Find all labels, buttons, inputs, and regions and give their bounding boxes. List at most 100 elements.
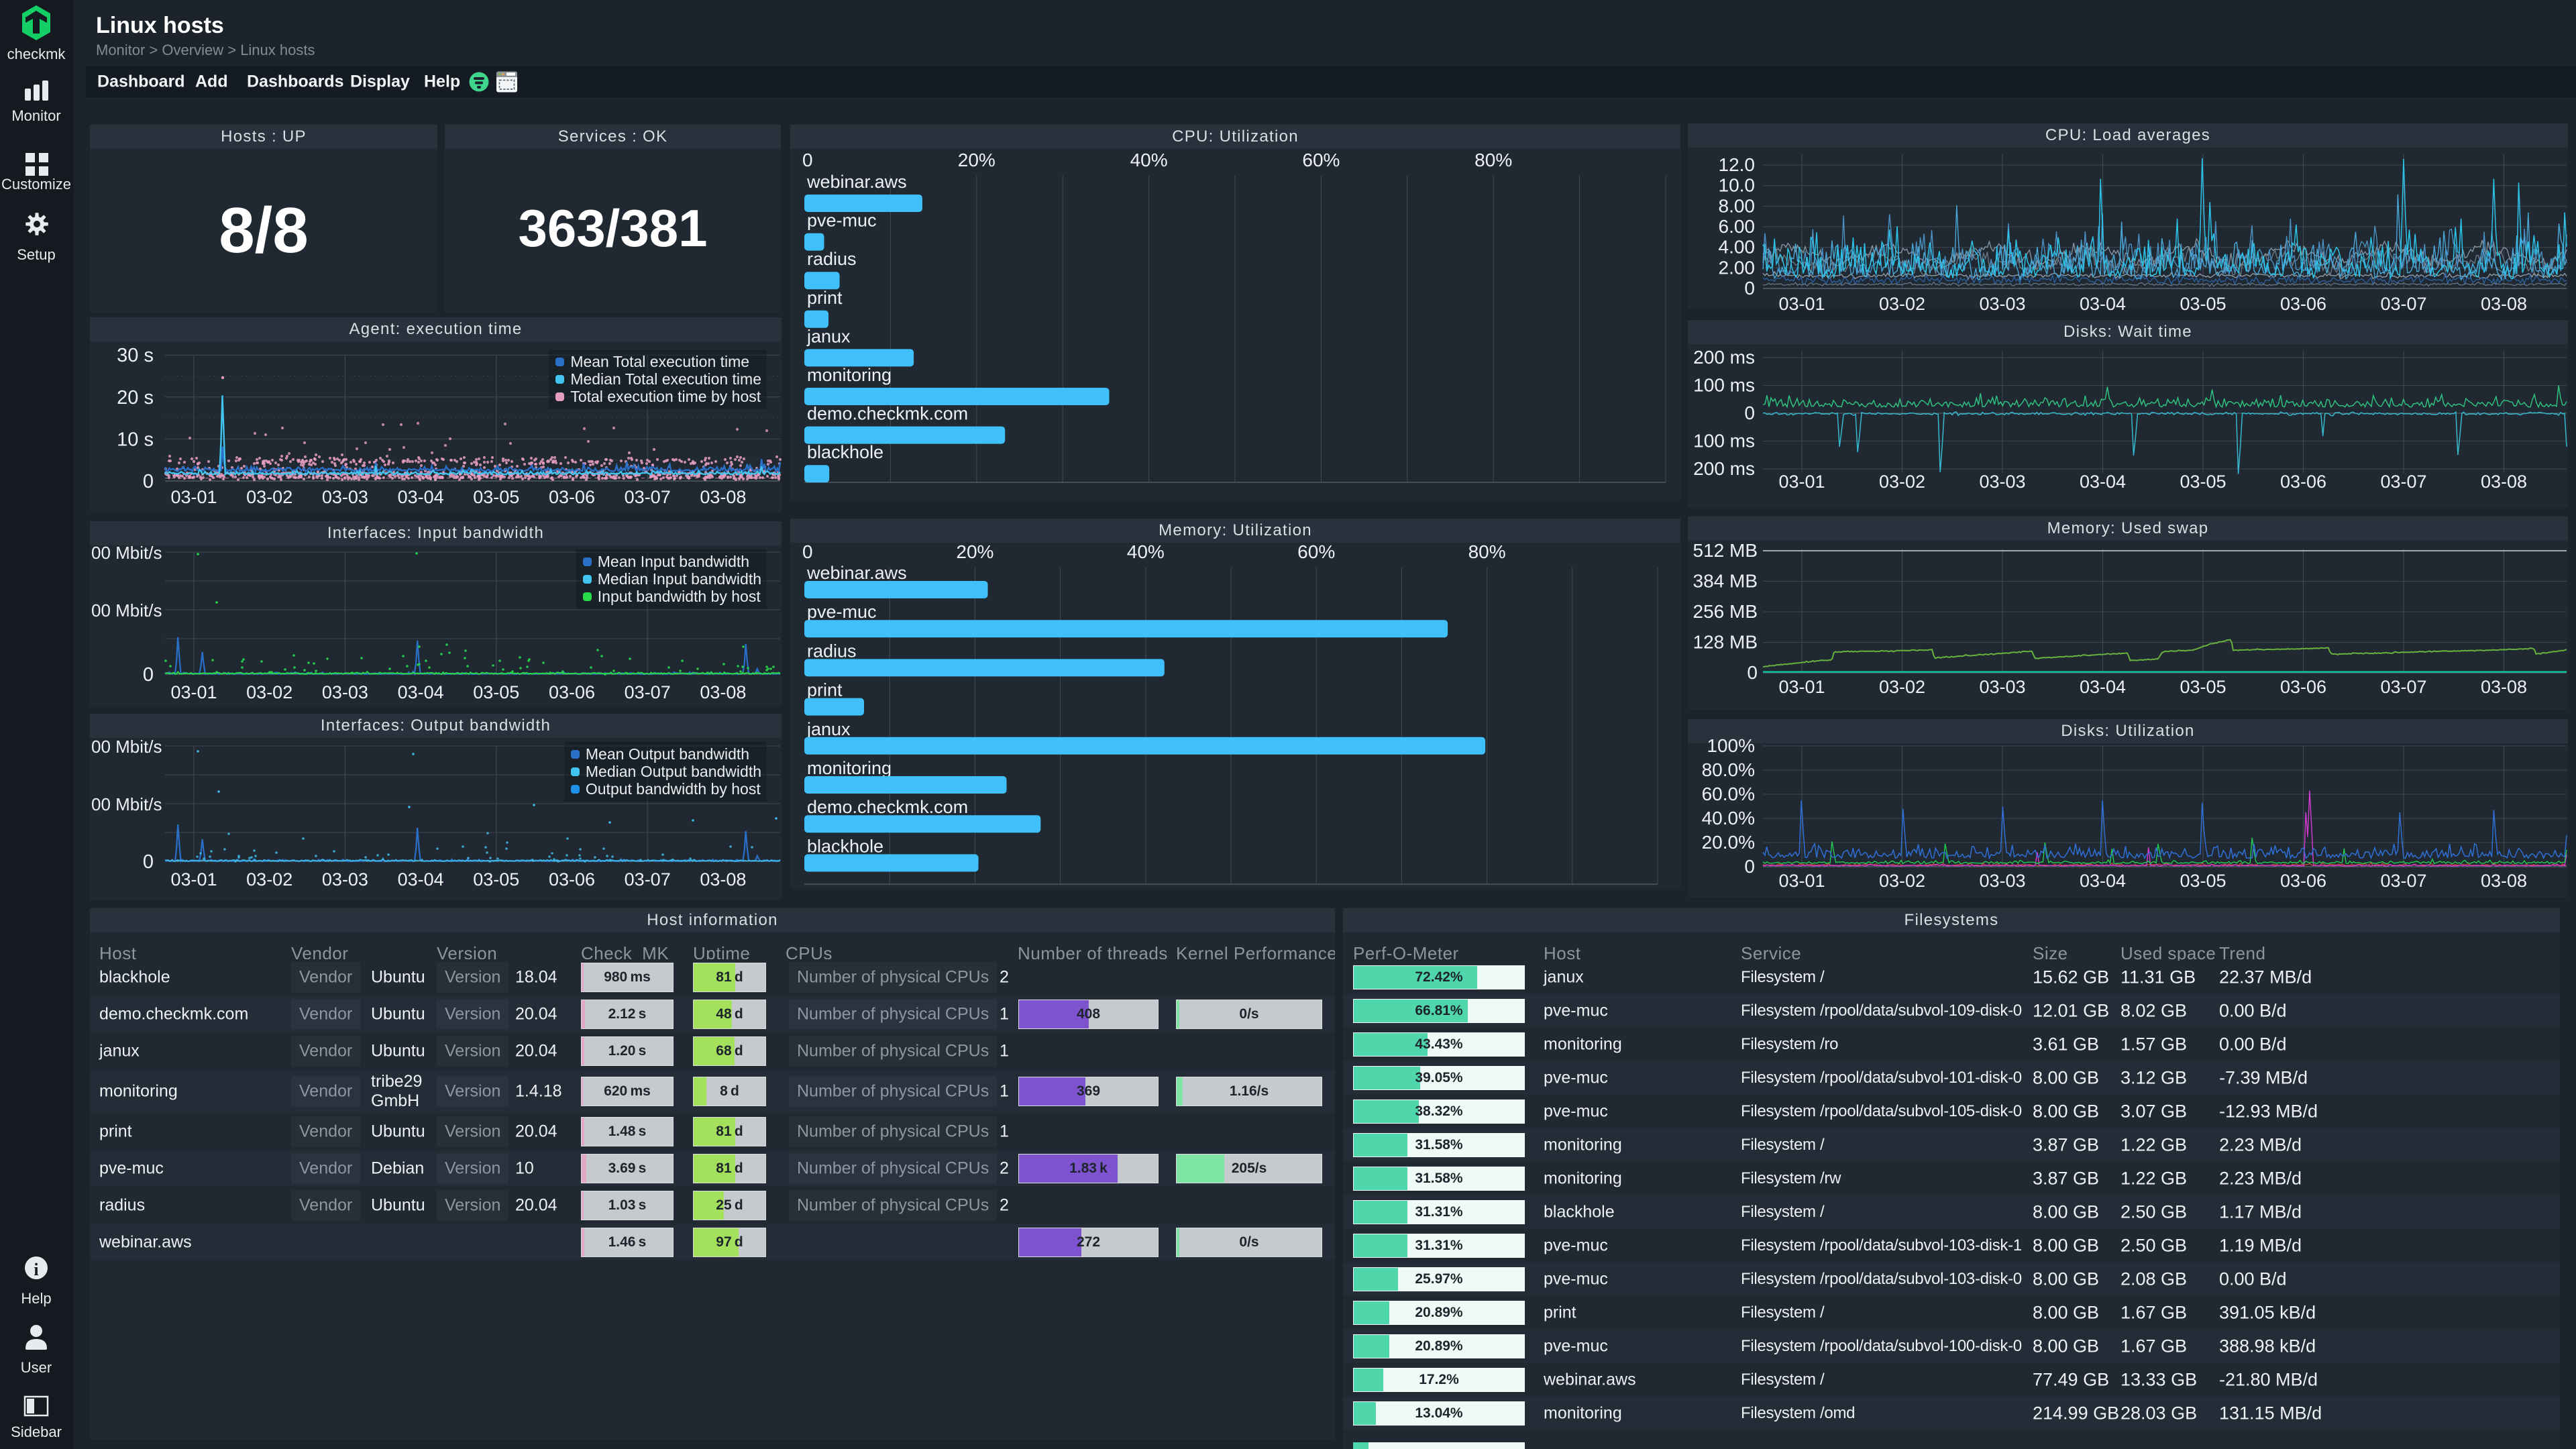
svg-text:webinar.aws: webinar.aws bbox=[806, 172, 907, 192]
svg-text:60.0%: 60.0% bbox=[1702, 784, 1755, 804]
svg-text:200 ms: 200 ms bbox=[1693, 347, 1755, 368]
svg-text:03-02: 03-02 bbox=[1879, 472, 1925, 492]
svg-text:03-05: 03-05 bbox=[473, 682, 519, 702]
svg-text:03-01: 03-01 bbox=[1778, 871, 1825, 891]
svg-text:User: User bbox=[21, 1359, 52, 1376]
svg-text:0: 0 bbox=[802, 150, 813, 170]
svg-text:03-03: 03-03 bbox=[322, 682, 368, 702]
svg-text:80.0%: 80.0% bbox=[1702, 759, 1755, 780]
svg-text:20.0%: 20.0% bbox=[1702, 832, 1755, 853]
svg-text:radius: radius bbox=[807, 249, 857, 269]
svg-text:30 s: 30 s bbox=[117, 345, 154, 366]
svg-text:Setup: Setup bbox=[17, 246, 56, 263]
svg-text:03-06: 03-06 bbox=[2280, 472, 2326, 492]
svg-text:webinar.aws: webinar.aws bbox=[806, 563, 907, 583]
svg-text:demo.checkmk.com: demo.checkmk.com bbox=[807, 404, 968, 424]
svg-text:03-07: 03-07 bbox=[625, 682, 671, 702]
svg-text:0: 0 bbox=[1744, 402, 1755, 423]
svg-text:03-02: 03-02 bbox=[1879, 294, 1925, 314]
svg-text:03-04: 03-04 bbox=[2080, 472, 2126, 492]
svg-text:2.00: 2.00 bbox=[1719, 257, 1756, 278]
svg-text:03-01: 03-01 bbox=[170, 869, 217, 890]
svg-text:00 Mbit/s: 00 Mbit/s bbox=[91, 794, 162, 814]
svg-text:monitoring: monitoring bbox=[807, 758, 892, 778]
svg-text:384 MB: 384 MB bbox=[1693, 571, 1758, 592]
svg-text:Customize: Customize bbox=[1, 176, 71, 193]
svg-text:03-06: 03-06 bbox=[2280, 871, 2326, 891]
svg-text:demo.checkmk.com: demo.checkmk.com bbox=[807, 797, 968, 817]
svg-text:03-07: 03-07 bbox=[2380, 472, 2426, 492]
svg-text:03-05: 03-05 bbox=[2180, 871, 2226, 891]
svg-text:8.00: 8.00 bbox=[1719, 195, 1756, 216]
svg-text:00 Mbit/s: 00 Mbit/s bbox=[91, 737, 162, 757]
svg-text:80%: 80% bbox=[1468, 541, 1506, 562]
svg-text:03-02: 03-02 bbox=[1879, 871, 1925, 891]
svg-text:03-06: 03-06 bbox=[2280, 677, 2326, 697]
svg-text:print: print bbox=[807, 288, 843, 308]
svg-text:pve-muc: pve-muc bbox=[807, 602, 877, 622]
svg-text:03-07: 03-07 bbox=[625, 869, 671, 890]
svg-text:00 Mbit/s: 00 Mbit/s bbox=[91, 600, 162, 621]
svg-text:20%: 20% bbox=[958, 150, 996, 170]
svg-text:20%: 20% bbox=[956, 541, 994, 562]
svg-text:03-04: 03-04 bbox=[2080, 871, 2126, 891]
svg-text:20 s: 20 s bbox=[117, 387, 154, 409]
svg-text:blackhole: blackhole bbox=[807, 836, 883, 856]
svg-text:128 MB: 128 MB bbox=[1693, 632, 1758, 653]
svg-text:janux: janux bbox=[806, 719, 851, 739]
svg-text:256 MB: 256 MB bbox=[1693, 601, 1758, 622]
svg-text:0: 0 bbox=[143, 851, 154, 873]
svg-text:100 ms: 100 ms bbox=[1693, 375, 1755, 396]
svg-text:03-08: 03-08 bbox=[2481, 472, 2527, 492]
svg-text:03-08: 03-08 bbox=[2481, 294, 2527, 314]
svg-text:Monitor: Monitor bbox=[11, 107, 60, 124]
svg-text:03-01: 03-01 bbox=[1778, 472, 1825, 492]
svg-text:0: 0 bbox=[143, 664, 154, 686]
svg-text:pve-muc: pve-muc bbox=[807, 211, 877, 231]
svg-text:03-03: 03-03 bbox=[1979, 677, 2025, 697]
svg-text:03-03: 03-03 bbox=[322, 487, 368, 507]
svg-text:03-06: 03-06 bbox=[2280, 294, 2326, 314]
svg-text:03-08: 03-08 bbox=[700, 487, 746, 507]
svg-text:03-01: 03-01 bbox=[1778, 677, 1825, 697]
svg-text:blackhole: blackhole bbox=[807, 442, 883, 462]
svg-text:03-07: 03-07 bbox=[2380, 677, 2426, 697]
svg-text:0: 0 bbox=[802, 541, 813, 562]
svg-text:03-07: 03-07 bbox=[2380, 871, 2426, 891]
svg-text:10.0: 10.0 bbox=[1719, 175, 1756, 196]
svg-text:03-07: 03-07 bbox=[2380, 294, 2426, 314]
svg-text:0: 0 bbox=[1744, 278, 1755, 299]
svg-text:200 ms: 200 ms bbox=[1693, 458, 1755, 479]
svg-text:Sidebar: Sidebar bbox=[11, 1424, 62, 1440]
svg-text:checkmk: checkmk bbox=[7, 46, 66, 62]
svg-text:512 MB: 512 MB bbox=[1693, 540, 1758, 561]
svg-text:03-02: 03-02 bbox=[246, 869, 292, 890]
svg-text:03-08: 03-08 bbox=[700, 869, 746, 890]
svg-text:03-01: 03-01 bbox=[170, 682, 217, 702]
svg-text:40%: 40% bbox=[1127, 541, 1165, 562]
svg-text:03-06: 03-06 bbox=[549, 487, 595, 507]
svg-text:03-03: 03-03 bbox=[322, 869, 368, 890]
svg-text:40.0%: 40.0% bbox=[1702, 808, 1755, 828]
svg-text:03-08: 03-08 bbox=[2481, 677, 2527, 697]
svg-text:6.00: 6.00 bbox=[1719, 216, 1756, 237]
svg-text:Help: Help bbox=[21, 1290, 51, 1307]
svg-text:03-08: 03-08 bbox=[2481, 871, 2527, 891]
svg-text:03-03: 03-03 bbox=[1979, 294, 2025, 314]
svg-text:03-02: 03-02 bbox=[246, 487, 292, 507]
svg-text:03-01: 03-01 bbox=[1778, 294, 1825, 314]
svg-text:03-01: 03-01 bbox=[170, 487, 217, 507]
svg-text:00 Mbit/s: 00 Mbit/s bbox=[91, 543, 162, 563]
svg-text:janux: janux bbox=[806, 326, 851, 346]
svg-text:60%: 60% bbox=[1297, 541, 1335, 562]
svg-text:03-04: 03-04 bbox=[2080, 294, 2126, 314]
svg-text:03-05: 03-05 bbox=[473, 487, 519, 507]
svg-text:0: 0 bbox=[1744, 856, 1755, 877]
svg-text:03-02: 03-02 bbox=[246, 682, 292, 702]
svg-text:03-06: 03-06 bbox=[549, 682, 595, 702]
svg-text:0: 0 bbox=[143, 471, 154, 492]
svg-text:12.0: 12.0 bbox=[1719, 154, 1756, 175]
svg-text:03-04: 03-04 bbox=[2080, 677, 2126, 697]
svg-text:i: i bbox=[34, 1260, 38, 1279]
svg-text:03-05: 03-05 bbox=[2180, 294, 2226, 314]
